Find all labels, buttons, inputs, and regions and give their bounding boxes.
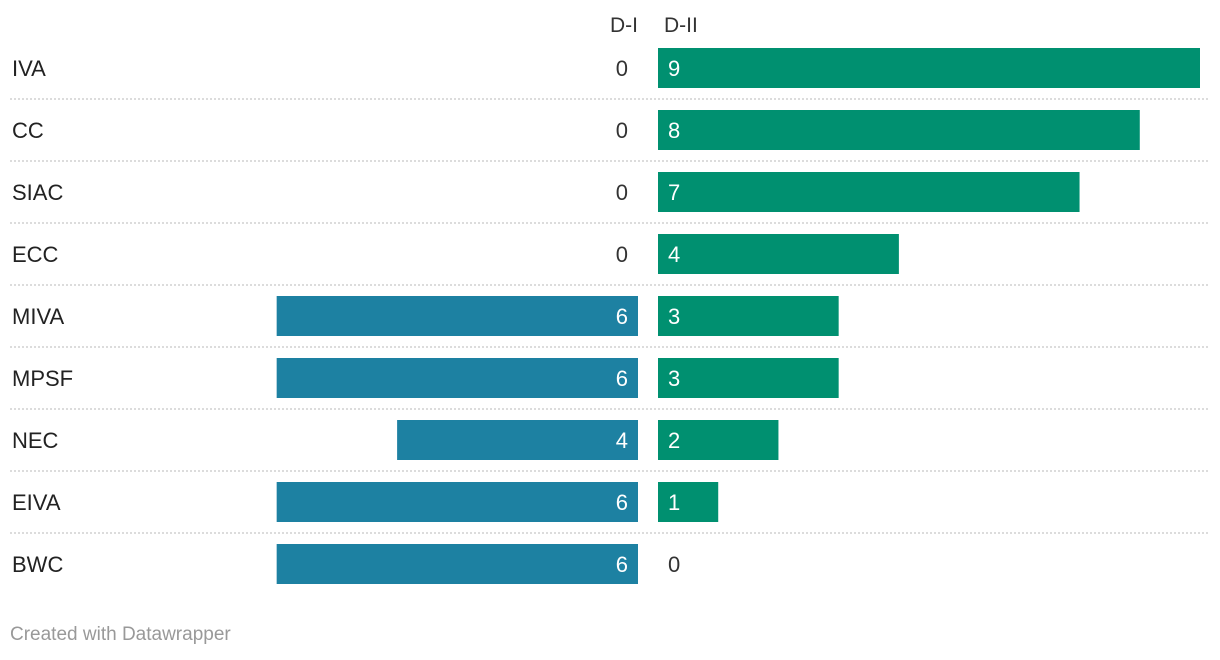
bar-d-ii bbox=[658, 482, 719, 522]
bar-d-ii bbox=[658, 234, 899, 274]
chart-row: MPSF 6 3 bbox=[10, 358, 1208, 410]
value-label-d-i: 6 bbox=[616, 304, 628, 329]
bar-d-i bbox=[276, 544, 638, 584]
value-label-d-ii: 2 bbox=[668, 428, 680, 453]
category-label: EIVA bbox=[12, 490, 61, 515]
value-label-d-ii: 4 bbox=[668, 242, 680, 267]
value-label-d-ii: 3 bbox=[668, 304, 680, 329]
category-label: IVA bbox=[12, 56, 46, 81]
value-label-d-i: 6 bbox=[616, 366, 628, 391]
category-label: SIAC bbox=[12, 180, 63, 205]
value-label-d-i: 0 bbox=[616, 242, 628, 267]
bar-d-ii bbox=[658, 296, 839, 336]
bar-d-i bbox=[276, 482, 638, 522]
chart-row: BWC 6 0 bbox=[12, 544, 680, 584]
value-label-d-ii: 9 bbox=[668, 56, 680, 81]
category-label: MIVA bbox=[12, 304, 64, 329]
chart-row: NEC 4 2 bbox=[10, 420, 1208, 472]
chart-row: ECC 0 4 bbox=[10, 234, 1208, 286]
category-label: ECC bbox=[12, 242, 59, 267]
value-label-d-ii: 7 bbox=[668, 180, 680, 205]
chart-row: MIVA 6 3 bbox=[10, 296, 1208, 348]
series-header-d-i: D-I bbox=[610, 14, 638, 37]
value-label-d-i: 6 bbox=[616, 490, 628, 515]
value-label-d-ii: 8 bbox=[668, 118, 680, 143]
value-label-d-i: 0 bbox=[616, 118, 628, 143]
value-label-d-ii: 1 bbox=[668, 490, 680, 515]
value-label-d-ii: 0 bbox=[668, 552, 680, 577]
bar-d-ii bbox=[658, 110, 1140, 150]
chart-row: EIVA 6 1 bbox=[10, 482, 1208, 534]
bar-d-i bbox=[276, 358, 638, 398]
chart-row: IVA 0 9 bbox=[10, 48, 1208, 100]
value-label-d-i: 6 bbox=[616, 552, 628, 577]
category-label: BWC bbox=[12, 552, 63, 577]
chart-row: CC 0 8 bbox=[10, 110, 1208, 162]
value-label-d-i: 4 bbox=[616, 428, 628, 453]
category-label: MPSF bbox=[12, 366, 73, 391]
value-label-d-ii: 3 bbox=[668, 366, 680, 391]
split-bar-chart: D-I D-II IVA 0 9 CC 0 8 SIAC 0 7 ECC 0 4 MIVA 6 3 MPSF 6 3… bbox=[10, 14, 1208, 584]
category-label: NEC bbox=[12, 428, 59, 453]
bar-d-ii bbox=[658, 48, 1200, 88]
datawrapper-credit: Created with Datawrapper bbox=[10, 624, 231, 645]
category-label: CC bbox=[12, 118, 44, 143]
value-label-d-i: 0 bbox=[616, 56, 628, 81]
bar-d-ii bbox=[658, 172, 1080, 212]
bar-d-i bbox=[397, 420, 638, 460]
value-label-d-i: 0 bbox=[616, 180, 628, 205]
bar-d-ii bbox=[658, 420, 779, 460]
series-header-d-ii: D-II bbox=[664, 14, 698, 37]
bar-d-i bbox=[276, 296, 638, 336]
chart-row: SIAC 0 7 bbox=[10, 172, 1208, 224]
bar-d-ii bbox=[658, 358, 839, 398]
